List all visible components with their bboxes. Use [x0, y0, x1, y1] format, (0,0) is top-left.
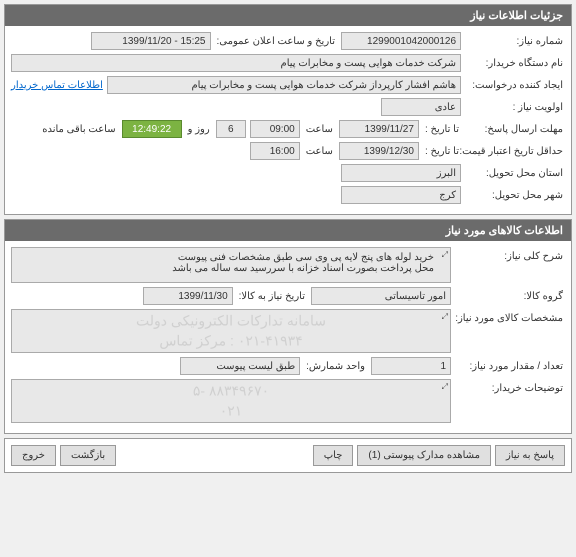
spec-field: ⤢ سامانه تدارکات الکترونیکی دولت ۰۲۱-۴۱۹…: [11, 309, 451, 353]
panel2-header: اطلاعات کالاهای مورد نیاز: [5, 220, 571, 241]
creator-label: ایجاد کننده درخواست:: [465, 80, 565, 91]
buyer-org-label: نام دستگاه خریدار:: [465, 58, 565, 69]
priority-label: اولویت نیاز :: [465, 102, 565, 113]
watermark-1: سامانه تدارکات الکترونیکی دولت ۰۲۱-۴۱۹۳۴…: [136, 311, 326, 350]
to-date-label-1: تا تاریخ :: [423, 124, 461, 135]
remaining-label: ساعت باقی مانده: [40, 124, 117, 135]
notes-field: ⤢ ۸۸۳۴۹۶۷۰ -۵ ۰۲۱: [11, 379, 451, 423]
city-label: شهر محل تحویل:: [465, 190, 565, 201]
need-details-panel: جزئیات اطلاعات نیاز شماره نیاز: 12990010…: [4, 4, 572, 215]
time-label-1: ساعت: [304, 124, 335, 135]
expand-icon-2[interactable]: ⤢: [442, 312, 448, 322]
priority-field: عادی: [381, 98, 461, 116]
contact-link[interactable]: اطلاعات تماس خریدار: [11, 80, 103, 91]
need-number-label: شماره نیاز:: [465, 36, 565, 47]
time-label-2: ساعت: [304, 146, 335, 157]
deadline-date-field: 1399/11/27: [339, 120, 419, 138]
min-valid-time-field: 16:00: [250, 142, 300, 160]
province-label: استان محل تحویل:: [465, 168, 565, 179]
watermark-2: ۸۸۳۴۹۶۷۰ -۵ ۰۲۱: [193, 381, 269, 420]
qty-field: 1: [371, 357, 451, 375]
print-button[interactable]: چاپ: [313, 445, 354, 466]
buyer-org-field: شرکت خدمات هوایی پست و مخابرات پیام: [11, 54, 461, 72]
group-field: امور تاسیساتی: [311, 287, 451, 305]
min-valid-label: حداقل تاریخ اعتبار قیمت:: [465, 146, 565, 157]
to-date-label-2: تا تاریخ :: [423, 146, 461, 157]
notes-label: توضیحات خریدار:: [455, 379, 565, 394]
deadline-label: مهلت ارسال پاسخ:: [465, 124, 565, 135]
creator-field: هاشم افشار کارپرداز شرکت خدمات هوایی پست…: [107, 76, 461, 94]
days-label: روز و: [186, 124, 212, 135]
remaining-time-field: 12:49:22: [122, 120, 182, 138]
back-button[interactable]: بازگشت: [60, 445, 116, 466]
desc-text: خرید لوله های پنج لایه پی وی سی طبق مشخص…: [172, 252, 446, 274]
qty-label: تعداد / مقدار مورد نیاز:: [455, 361, 565, 372]
group-date-label: تاریخ نیاز به کالا:: [237, 291, 307, 302]
group-date-field: 1399/11/30: [143, 287, 233, 305]
province-field: البرز: [341, 164, 461, 182]
unit-label: واحد شمارش:: [304, 361, 367, 372]
unit-field: طبق لیست پیوست: [180, 357, 300, 375]
city-field: کرج: [341, 186, 461, 204]
desc-field: ⤢ خرید لوله های پنج لایه پی وی سی طبق مش…: [11, 247, 451, 283]
expand-icon-3[interactable]: ⤢: [442, 382, 448, 392]
announce-field: 15:25 - 1399/11/20: [91, 32, 211, 50]
button-bar: پاسخ به نیاز مشاهده مدارک پیوستی (1) چاپ…: [4, 438, 572, 473]
exit-button[interactable]: خروج: [11, 445, 56, 466]
attachments-button[interactable]: مشاهده مدارک پیوستی (1): [357, 445, 491, 466]
announce-label: تاریخ و ساعت اعلان عمومی:: [215, 36, 338, 47]
panel1-header: جزئیات اطلاعات نیاز: [5, 5, 571, 26]
need-number-field: 1299001042000126: [341, 32, 461, 50]
desc-label: شرح کلی نیاز:: [455, 247, 565, 262]
spec-label: مشخصات کالای مورد نیاز:: [455, 309, 565, 324]
expand-icon[interactable]: ⤢: [442, 250, 448, 260]
respond-button[interactable]: پاسخ به نیاز: [495, 445, 565, 466]
days-field: 6: [216, 120, 246, 138]
deadline-time-field: 09:00: [250, 120, 300, 138]
group-label: گروه کالا:: [455, 291, 565, 302]
min-valid-date-field: 1399/12/30: [339, 142, 419, 160]
goods-info-panel: اطلاعات کالاهای مورد نیاز شرح کلی نیاز: …: [4, 219, 572, 434]
